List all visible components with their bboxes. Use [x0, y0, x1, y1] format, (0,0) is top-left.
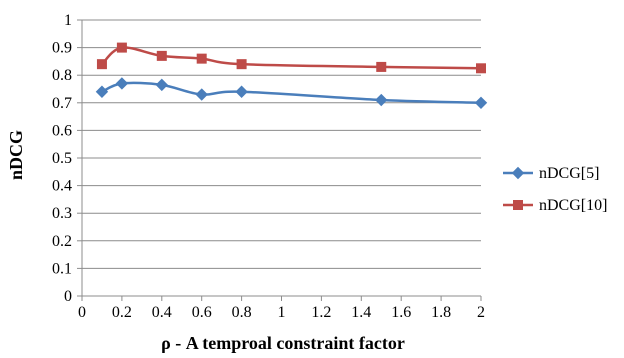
y-tick-label: 0.6	[52, 122, 72, 139]
x-tick-label: 0.6	[192, 304, 212, 321]
data-point-diamond	[235, 85, 248, 98]
data-point-square	[156, 50, 167, 61]
legend-label: nDCG[10]	[539, 197, 607, 214]
y-tick-label: 1	[64, 12, 72, 29]
y-tick-label: 0.9	[52, 40, 72, 57]
y-tick-label: 0.3	[52, 205, 72, 222]
x-tick-label: 0.4	[152, 304, 172, 321]
data-point-square	[116, 42, 127, 53]
data-point-diamond	[155, 78, 169, 92]
data-point-diamond	[95, 85, 109, 98]
x-tick-label: 0.8	[232, 304, 252, 321]
legend-item: nDCG[5]	[503, 165, 599, 182]
x-tick-label: 1.8	[431, 304, 451, 321]
data-point-square	[476, 63, 486, 74]
legend-label: nDCG[5]	[539, 165, 599, 182]
series-group	[95, 42, 488, 110]
data-point-diamond	[375, 93, 388, 107]
legend-marker	[513, 200, 523, 210]
x-tick-label: 0	[78, 304, 86, 321]
x-tick-label: 2	[477, 304, 485, 321]
data-point-diamond	[195, 88, 208, 101]
x-tick-label: 1.6	[391, 304, 411, 321]
x-tick-label: 0.2	[112, 304, 132, 321]
y-tick-label: 0.1	[52, 260, 72, 277]
series-1	[96, 42, 486, 74]
data-point-square	[96, 59, 107, 70]
grid-lines	[82, 19, 481, 269]
y-tick-label: 0.2	[52, 233, 72, 250]
x-tick-label: 1	[278, 304, 286, 321]
y-tick-label: 0.4	[52, 178, 72, 195]
x-tick-label: 1.2	[311, 304, 331, 321]
y-tick-labels: 0 0.1 0.2 0.3 0.4 0.5 0.6 0.7 0.8 0.9 1	[52, 12, 72, 305]
data-point-square	[376, 61, 387, 72]
legend-item: nDCG[10]	[503, 197, 607, 214]
axes	[77, 19, 482, 301]
data-point-square	[196, 53, 207, 64]
x-tick-labels: 0 0.2 0.4 0.6 0.8 1 1.2 1.4 1.6 1.8 2	[78, 304, 485, 321]
legend-marker	[511, 166, 525, 180]
legend: nDCG[5] nDCG[10]	[503, 165, 607, 214]
series-0	[95, 77, 488, 110]
data-point-diamond	[115, 77, 129, 90]
y-tick-label: 0.8	[52, 67, 72, 84]
data-point-diamond	[474, 96, 488, 110]
y-tick-label: 0.5	[52, 150, 72, 167]
y-tick-label: 0	[64, 288, 72, 305]
y-axis-title: nDCG	[6, 130, 26, 180]
x-tick-label: 1.4	[351, 304, 371, 321]
y-tick-label: 0.7	[52, 95, 72, 112]
x-axis-title: ρ - A temproal constraint factor	[161, 333, 405, 353]
data-point-square	[236, 59, 247, 70]
